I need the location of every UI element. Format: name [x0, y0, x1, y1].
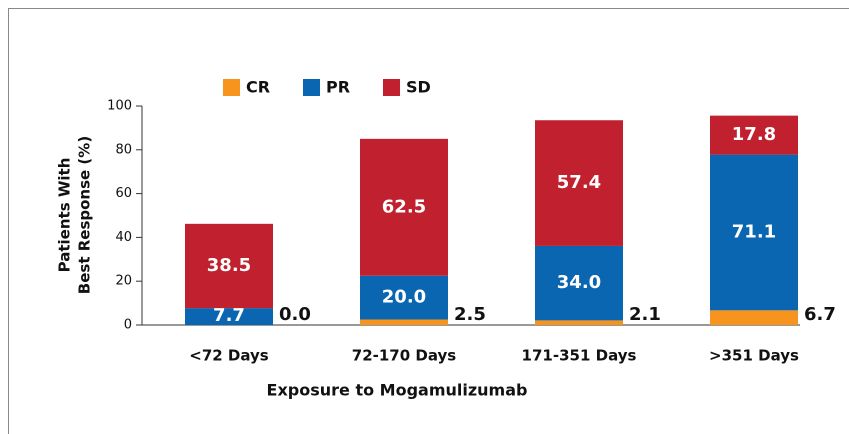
value-label: 6.7: [804, 304, 836, 325]
value-label: 71.1: [732, 221, 776, 242]
x-tick-label: 171-351 Days: [522, 347, 637, 365]
x-tick-label: 72-170 Days: [352, 347, 457, 365]
value-label: 20.0: [382, 287, 426, 308]
value-label: 38.5: [207, 255, 251, 276]
y-axis-label-line: Best Response (%): [76, 136, 94, 294]
y-tick-label: 0: [124, 318, 132, 333]
y-tick-label: 80: [115, 142, 132, 157]
value-label: 34.0: [557, 272, 601, 293]
frame: [8, 8, 849, 434]
bar-segment: [360, 319, 448, 325]
x-axis-label: Exposure to Mogamulizumab: [267, 381, 528, 400]
legend-label: PR: [326, 78, 350, 97]
y-tick-label: 40: [115, 230, 132, 245]
bar-segment: [360, 275, 448, 320]
bar-segment: [710, 154, 798, 311]
bar-segment: [535, 120, 623, 246]
legend-swatch: [223, 79, 240, 96]
legend-label: SD: [406, 78, 431, 97]
value-label: 57.4: [557, 172, 601, 193]
bar-segment: [710, 310, 798, 325]
y-axis-label-line: Patients With: [56, 158, 74, 273]
legend-swatch: [303, 79, 320, 96]
value-label: 0.0: [279, 304, 311, 325]
bar-segment: [710, 115, 798, 155]
value-label: 7.7: [213, 305, 245, 326]
bar-segment: [535, 245, 623, 321]
bar-segment: [535, 320, 623, 325]
y-tick-label: 20: [115, 274, 132, 289]
y-axis-label: Patients With Best Response (%): [56, 136, 94, 294]
legend-label: CR: [246, 78, 270, 97]
value-label: 62.5: [382, 196, 426, 217]
y-tick-label: 100: [107, 99, 132, 114]
x-tick-label: <72 Days: [189, 347, 269, 365]
value-label: 2.5: [454, 304, 486, 325]
value-label: 17.8: [732, 124, 776, 145]
bar-segment: [185, 223, 273, 309]
bar-segment: [185, 308, 273, 325]
x-tick-label: >351 Days: [709, 347, 799, 365]
y-tick-label: 60: [115, 186, 132, 201]
legend-swatch: [383, 79, 400, 96]
value-label: 2.1: [629, 304, 661, 325]
bar-segment: [360, 138, 448, 276]
